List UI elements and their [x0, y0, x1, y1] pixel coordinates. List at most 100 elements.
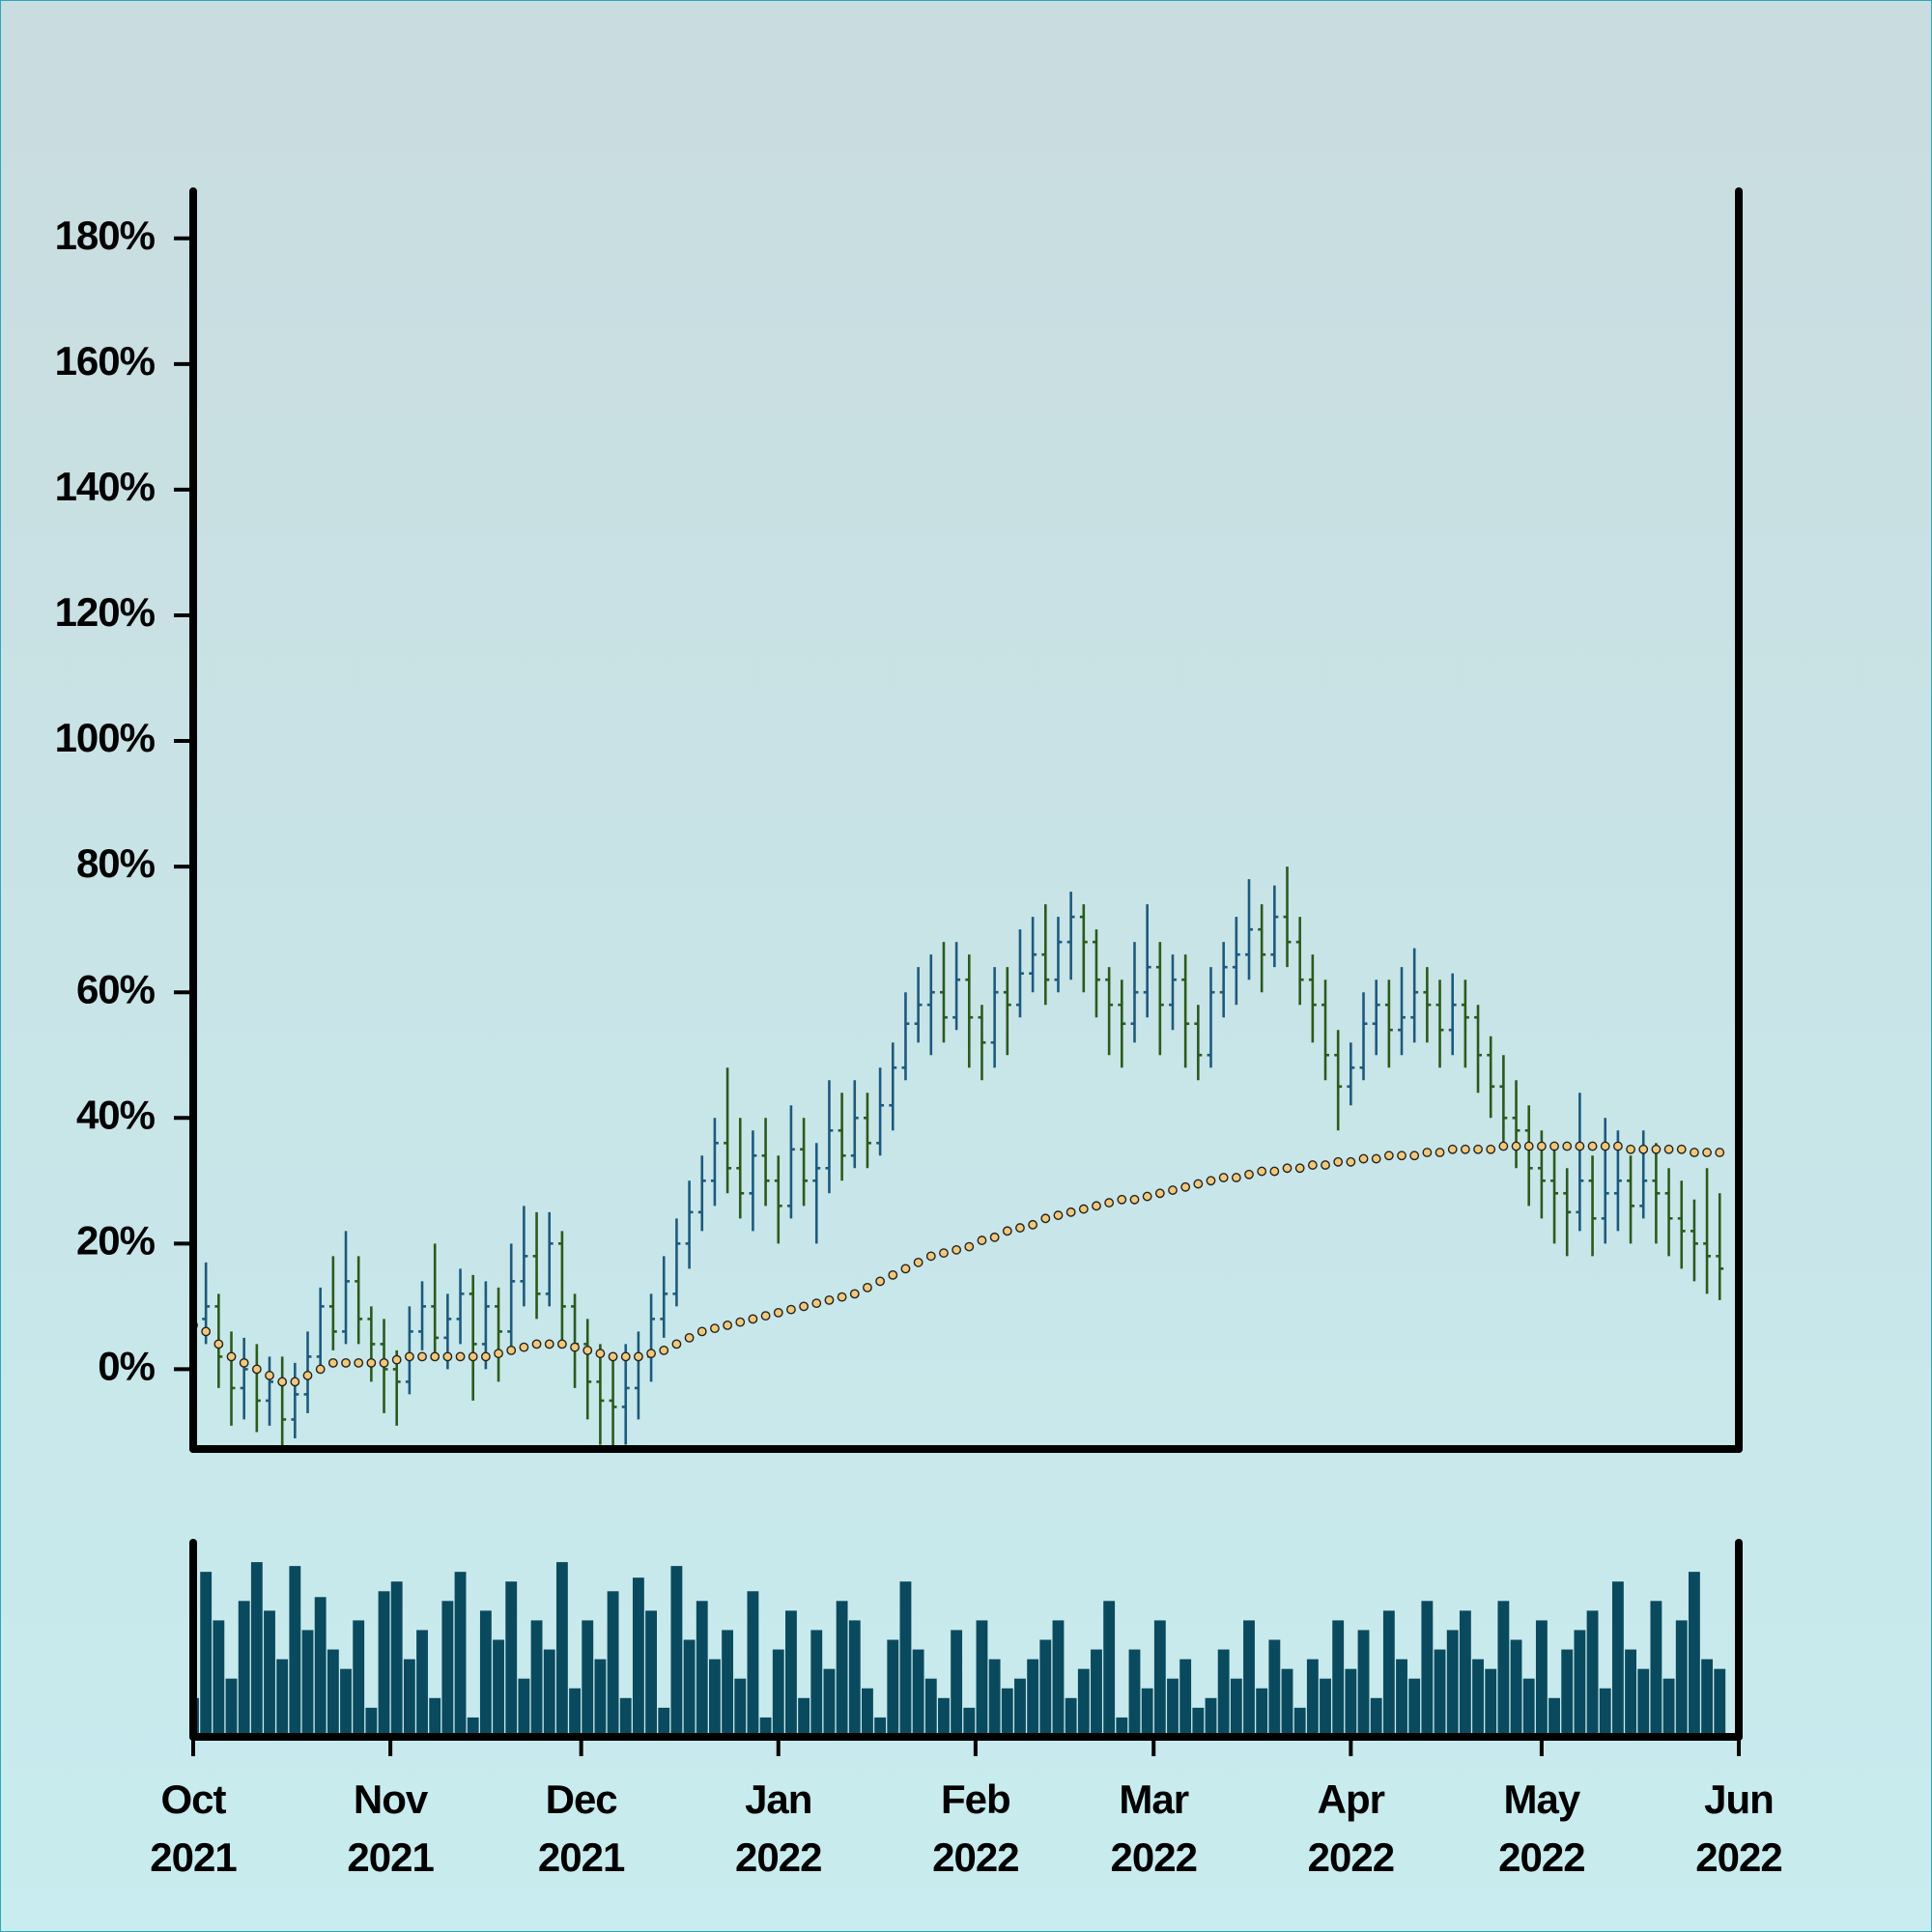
- y-tick-label: 80%: [76, 840, 156, 886]
- volume-bar: [403, 1659, 415, 1737]
- volume-bar: [1103, 1601, 1116, 1737]
- moving-average-point: [582, 1345, 593, 1355]
- y-tick-label: 20%: [76, 1217, 156, 1263]
- volume-bar: [1459, 1610, 1471, 1737]
- volume-bar: [1243, 1620, 1255, 1737]
- volume-bar: [543, 1649, 555, 1737]
- volume-bar: [238, 1601, 250, 1737]
- moving-average-point: [1676, 1144, 1687, 1154]
- volume-bar: [1039, 1639, 1052, 1737]
- moving-average-point: [404, 1351, 414, 1362]
- moving-average-point: [1486, 1144, 1496, 1154]
- volume-bar: [1332, 1620, 1345, 1737]
- y-tick-label: 40%: [76, 1092, 156, 1137]
- moving-average-point: [327, 1358, 338, 1368]
- moving-average-point: [1663, 1144, 1674, 1154]
- x-tick-label: May: [1504, 1776, 1581, 1822]
- moving-average-point: [913, 1257, 923, 1267]
- moving-average-point: [1321, 1160, 1330, 1170]
- volume-bar: [759, 1717, 772, 1737]
- volume-bar: [607, 1591, 619, 1737]
- moving-average-point: [251, 1364, 262, 1375]
- volume-bar: [1662, 1678, 1675, 1737]
- volume-bar: [314, 1597, 327, 1737]
- x-tick-label: 2021: [347, 1834, 434, 1880]
- moving-average-point: [1549, 1141, 1559, 1151]
- volume-bar: [1141, 1688, 1153, 1737]
- moving-average-point: [760, 1311, 771, 1321]
- moving-average-point: [1218, 1173, 1229, 1182]
- moving-average-point: [1269, 1166, 1280, 1177]
- x-tick-label: Jun: [1704, 1776, 1774, 1822]
- volume-bar: [1675, 1620, 1688, 1737]
- volume-bar: [836, 1601, 848, 1737]
- volume-bar: [1027, 1659, 1039, 1737]
- axes: 0% 20% 40% 60% 80% 100% 120% 140% 160% 180% Oct 202…: [55, 187, 1783, 1880]
- volume-bar: [1320, 1678, 1331, 1737]
- volume-bar: [1611, 1581, 1624, 1737]
- volume-bar: [505, 1581, 518, 1737]
- volume-bar: [899, 1581, 912, 1737]
- volume-bar: [353, 1620, 365, 1737]
- volume-bar: [582, 1620, 594, 1737]
- volume-bar: [1345, 1668, 1357, 1737]
- x-tick-label: Feb: [941, 1776, 1010, 1822]
- volume-bar: [1434, 1649, 1446, 1737]
- volume-bar: [1217, 1649, 1230, 1737]
- volume-bar: [1153, 1620, 1166, 1737]
- moving-average-point: [1587, 1141, 1598, 1151]
- volume-bar: [924, 1678, 937, 1737]
- volume-bar: [1421, 1601, 1434, 1737]
- volume-bar: [1230, 1678, 1242, 1737]
- volume-bar: [276, 1659, 289, 1737]
- moving-average-point: [455, 1351, 466, 1362]
- volume-bar: [1167, 1678, 1179, 1737]
- volume-bar: [479, 1610, 492, 1737]
- moving-average-point: [468, 1351, 478, 1362]
- volume-bar: [1293, 1707, 1306, 1737]
- moving-average-point: [824, 1294, 835, 1305]
- volume-bar: [200, 1572, 213, 1737]
- moving-average-point: [1117, 1194, 1127, 1205]
- volume-bar: [555, 1562, 568, 1737]
- moving-average-point: [1638, 1144, 1649, 1154]
- moving-average-point: [1015, 1223, 1025, 1233]
- moving-average-point: [519, 1342, 529, 1352]
- moving-average-point: [544, 1339, 554, 1350]
- moving-average-point: [595, 1349, 606, 1359]
- x-tick-label: 2022: [735, 1834, 821, 1880]
- volume-bar: [467, 1717, 479, 1737]
- volume-bar: [1637, 1668, 1650, 1737]
- moving-average-point: [696, 1326, 707, 1337]
- moving-average-point: [379, 1358, 389, 1368]
- moving-average-point: [634, 1351, 643, 1362]
- moving-average-point: [952, 1244, 962, 1255]
- x-tick-label: 2022: [1308, 1834, 1394, 1880]
- volume-bar: [569, 1688, 581, 1737]
- moving-average-point: [239, 1358, 249, 1368]
- moving-average-point: [1562, 1141, 1573, 1151]
- volume-bar: [1091, 1649, 1102, 1737]
- moving-average-point: [391, 1354, 402, 1365]
- volume-bar: [378, 1591, 390, 1737]
- volume-bar: [1357, 1630, 1370, 1737]
- y-tick-label: 0%: [98, 1343, 155, 1388]
- moving-average-point: [366, 1358, 377, 1368]
- volume-bar: [1688, 1572, 1700, 1737]
- moving-average-point: [735, 1317, 746, 1327]
- moving-average-point: [1129, 1194, 1140, 1205]
- volume-bar: [1001, 1688, 1013, 1737]
- moving-average-point: [671, 1339, 682, 1350]
- volume-bar: [1485, 1668, 1497, 1737]
- moving-average-point: [213, 1339, 224, 1350]
- moving-average-point: [1244, 1169, 1254, 1179]
- volume-bar: [658, 1707, 670, 1737]
- volume-bar: [225, 1678, 238, 1737]
- volume-bar: [645, 1610, 657, 1737]
- moving-average-point: [265, 1371, 274, 1380]
- moving-average-point: [773, 1307, 783, 1318]
- moving-average-point: [1333, 1156, 1344, 1167]
- moving-average-point: [1002, 1226, 1012, 1236]
- moving-average-point: [799, 1301, 809, 1312]
